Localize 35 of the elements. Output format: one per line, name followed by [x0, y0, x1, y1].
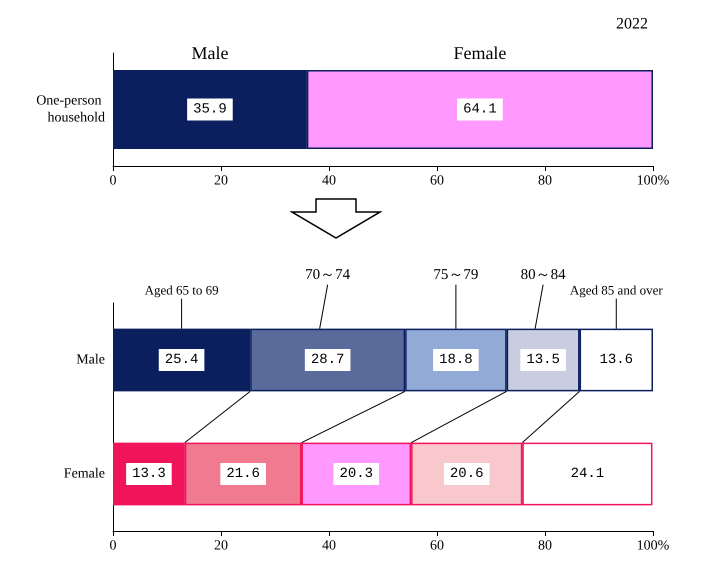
text: 2022 [616, 16, 648, 32]
data-label: 13.5 [526, 352, 560, 368]
data-label: 24.1 [570, 466, 604, 482]
x-tick-label: 80 [538, 174, 552, 188]
x-tick-label: 60 [430, 538, 444, 554]
series-label: Male [191, 42, 228, 63]
data-label: 64.1 [463, 102, 497, 118]
data-label: 18.8 [439, 352, 473, 368]
x-tick-label: 100% [636, 174, 670, 188]
data-label: 25.4 [164, 352, 198, 368]
data-label: 28.7 [310, 352, 344, 368]
x-tick-label: 0 [110, 538, 116, 554]
data-label: 21.6 [226, 466, 260, 482]
x-tick-label: 60 [430, 174, 444, 188]
data-label: 20.3 [339, 466, 374, 482]
text: 80～84 [520, 267, 566, 284]
x-tick-label: 80 [538, 538, 552, 554]
x-tick-label: 40 [322, 174, 336, 188]
series-label: Female [453, 42, 506, 63]
data-label: 13.6 [599, 352, 634, 368]
text: Aged 65 to 69 [144, 282, 219, 298]
x-tick-label: 20 [214, 538, 228, 554]
x-tick-label: 0 [110, 174, 116, 188]
text: Aged 85 and over [570, 282, 664, 298]
data-label: 20.6 [450, 466, 484, 482]
x-tick-label: 40 [322, 538, 336, 554]
x-tick-label: 20 [214, 174, 228, 188]
x-tick-label: 100% [636, 538, 670, 554]
text: 70～74 [305, 267, 351, 284]
y-tick-label: Female [64, 466, 105, 482]
data-label: 35.9 [193, 102, 227, 118]
y-tick-label: Male [76, 352, 105, 368]
text: 75～79 [433, 267, 478, 284]
data-label: 13.3 [132, 466, 166, 482]
y-tick-label: One-person household [36, 94, 105, 126]
